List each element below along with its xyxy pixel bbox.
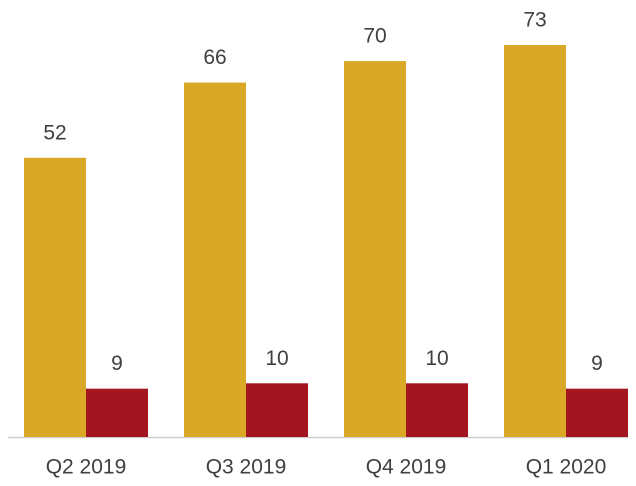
bar <box>246 383 308 437</box>
bar <box>184 82 246 437</box>
data-label: 70 <box>363 25 386 48</box>
data-label: 10 <box>265 347 288 370</box>
data-label: 66 <box>203 46 226 69</box>
bar <box>24 157 86 437</box>
bar <box>504 45 566 437</box>
data-label: 9 <box>111 352 123 375</box>
data-label: 52 <box>43 121 66 144</box>
data-label: 9 <box>591 352 603 375</box>
x-tick-label: Q4 2019 <box>366 456 447 479</box>
x-tick-label: Q1 2020 <box>526 456 607 479</box>
bar <box>344 61 406 437</box>
data-label: 10 <box>425 347 448 370</box>
bar <box>86 388 148 437</box>
x-tick-label: Q3 2019 <box>206 456 287 479</box>
bar <box>566 388 628 437</box>
x-tick-label: Q2 2019 <box>46 456 127 479</box>
data-label: 73 <box>523 9 546 32</box>
bar <box>406 383 468 437</box>
